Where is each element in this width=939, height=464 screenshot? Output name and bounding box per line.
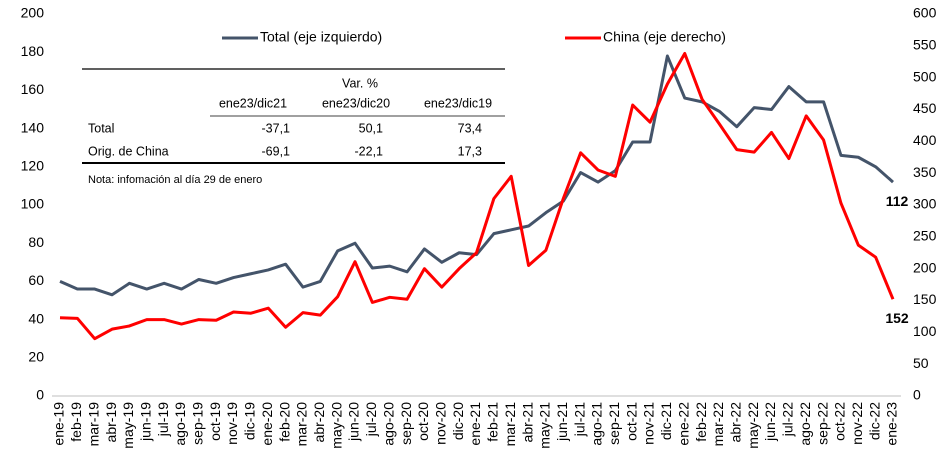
- table-cell: Total: [88, 121, 114, 135]
- data-label: 112: [886, 193, 909, 209]
- x-tick-label: ene-19: [51, 402, 67, 446]
- x-tick-label: nov-20: [432, 402, 448, 445]
- y2-tick-label: 100: [913, 323, 937, 339]
- y2-tick-label: 300: [913, 196, 937, 212]
- legend-label: Total (eje izquierdo): [260, 29, 382, 45]
- x-tick-label: jun-21: [554, 402, 570, 442]
- table-column: ene23/dic19: [424, 96, 492, 110]
- x-tick-label: ene-21: [467, 402, 483, 446]
- table-cell: -22,1: [355, 144, 384, 158]
- y2-tick-label: 50: [913, 355, 929, 371]
- x-tick-label: ene-22: [675, 402, 691, 446]
- table-cell: -69,1: [262, 144, 291, 158]
- x-tick-label: abr-21: [519, 402, 535, 443]
- y-tick-label: 160: [21, 81, 45, 97]
- y2-tick-label: 600: [913, 5, 937, 21]
- x-tick-label: ene-23: [884, 402, 900, 446]
- x-tick-label: mar-21: [502, 402, 518, 447]
- table-cell: 17,3: [458, 144, 482, 158]
- x-tick-label: may-20: [328, 402, 344, 449]
- y2-tick-label: 200: [913, 259, 937, 275]
- x-tick-label: nov-22: [849, 402, 865, 445]
- x-tick-label: oct-20: [415, 402, 431, 441]
- table-cell: 73,4: [458, 121, 482, 135]
- x-tick-label: mar-19: [85, 402, 101, 447]
- y-tick-label: 20: [28, 349, 44, 365]
- x-tick-label: sep-20: [398, 402, 414, 445]
- x-tick-label: abr-20: [311, 402, 327, 443]
- x-tick-label: nov-19: [224, 402, 240, 445]
- y-tick-label: 180: [21, 43, 45, 59]
- x-tick-label: sep-19: [190, 402, 206, 445]
- x-tick-label: jul-20: [363, 402, 379, 437]
- y2-tick-label: 350: [913, 164, 937, 180]
- y-tick-label: 40: [28, 310, 44, 326]
- x-tick-label: dic-22: [866, 402, 882, 440]
- data-label: 152: [885, 310, 909, 326]
- x-tick-label: jul-22: [780, 402, 796, 437]
- legend-label: China (eje derecho): [603, 29, 726, 45]
- x-tick-label: ago-21: [589, 402, 605, 446]
- x-tick-label: jun-22: [762, 402, 778, 442]
- table-note: Nota: infomación al día 29 de enero: [88, 174, 262, 186]
- y-tick-label: 0: [36, 387, 44, 403]
- x-tick-label: dic-21: [658, 402, 674, 440]
- x-tick-label: oct-22: [832, 402, 848, 441]
- x-tick-label: feb-20: [276, 402, 292, 442]
- table-column: ene23/dic21: [219, 96, 287, 110]
- x-tick-label: abr-19: [103, 402, 119, 443]
- table-cell: Orig. de China: [88, 144, 169, 158]
- x-tick-label: dic-20: [450, 402, 466, 440]
- x-tick-label: feb-21: [485, 402, 501, 442]
- y2-tick-label: 400: [913, 132, 937, 148]
- x-tick-label: ago-22: [797, 402, 813, 446]
- y2-tick-label: 0: [913, 387, 921, 403]
- x-tick-label: ago-20: [380, 402, 396, 446]
- x-tick-label: jun-20: [346, 402, 362, 442]
- y-tick-label: 140: [21, 119, 45, 135]
- y2-tick-label: 550: [913, 37, 937, 53]
- y2-tick-label: 450: [913, 100, 937, 116]
- x-tick-label: oct-19: [207, 402, 223, 441]
- y-tick-label: 120: [21, 158, 45, 174]
- table-cell: 50,1: [359, 121, 383, 135]
- series-line: [59, 51, 895, 341]
- x-tick-label: oct-21: [623, 402, 639, 441]
- table-caption: Var. %: [342, 76, 378, 90]
- y-tick-label: 80: [28, 234, 44, 250]
- x-tick-label: feb-19: [68, 402, 84, 442]
- y2-tick-label: 500: [913, 68, 937, 84]
- y-tick-label: 200: [21, 5, 45, 21]
- table-cell: -37,1: [262, 121, 291, 135]
- y2-tick-label: 250: [913, 228, 937, 244]
- x-tick-label: sep-21: [606, 402, 622, 445]
- x-tick-label: dic-19: [242, 402, 258, 440]
- x-tick-label: jul-21: [571, 402, 587, 437]
- y2-tick-label: 150: [913, 291, 937, 307]
- y-tick-label: 60: [28, 272, 44, 288]
- x-tick-label: ago-19: [172, 402, 188, 446]
- x-tick-label: mar-20: [294, 402, 310, 447]
- table-column: ene23/dic20: [322, 96, 390, 110]
- x-tick-label: sep-22: [814, 402, 830, 445]
- x-tick-label: mar-22: [710, 402, 726, 447]
- x-tick-label: feb-22: [693, 402, 709, 442]
- x-tick-label: ene-20: [259, 402, 275, 446]
- x-tick-label: abr-22: [728, 402, 744, 443]
- x-tick-label: may-21: [537, 402, 553, 449]
- x-tick-label: may-22: [745, 402, 761, 449]
- x-tick-label: may-19: [120, 402, 136, 449]
- x-tick-label: nov-21: [641, 402, 657, 445]
- x-tick-label: jun-19: [137, 402, 153, 442]
- y-tick-label: 100: [21, 196, 45, 212]
- x-tick-label: jul-19: [155, 402, 171, 437]
